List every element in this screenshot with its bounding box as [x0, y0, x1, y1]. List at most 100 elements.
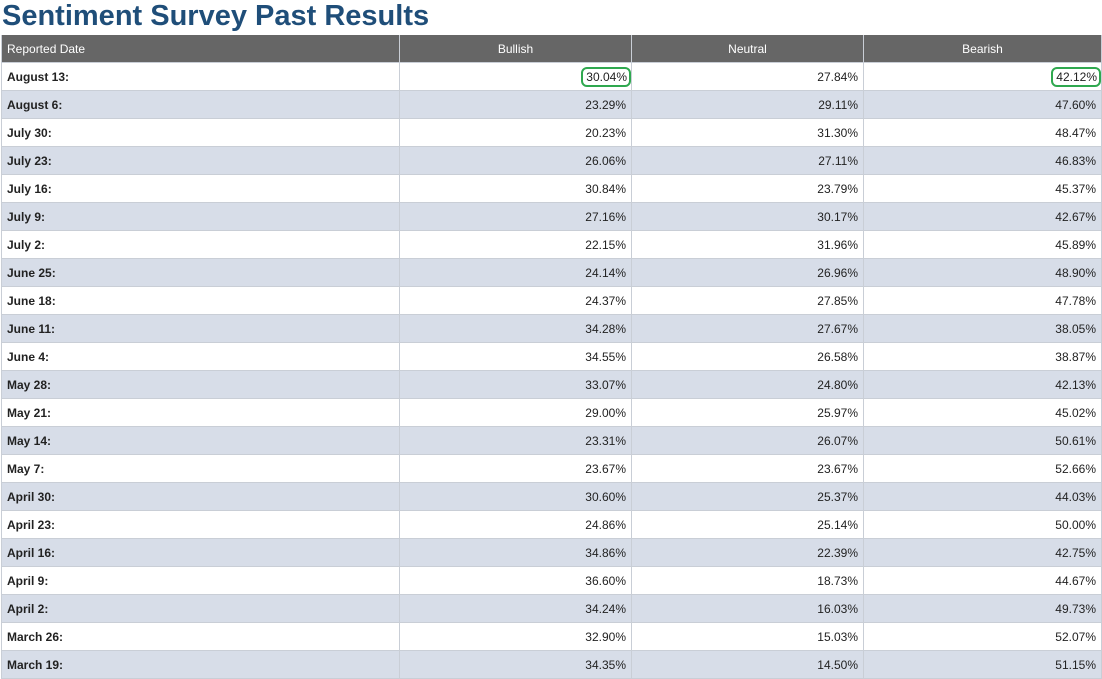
column-header-neutral: Neutral [631, 35, 864, 63]
bullish-cell: 23.31% [399, 426, 632, 455]
bullish-cell: 24.86% [399, 510, 632, 539]
bearish-cell: 45.02% [863, 398, 1102, 427]
bearish-cell: 47.60% [863, 90, 1102, 119]
bullish-cell: 29.00% [399, 398, 632, 427]
column-header-date: Reported Date [1, 35, 400, 63]
bearish-cell: 51.15% [863, 650, 1102, 679]
reported-date-cell: July 9: [1, 202, 400, 231]
bearish-cell: 49.73% [863, 594, 1102, 623]
bearish-cell: 52.07% [863, 622, 1102, 651]
bearish-cell: 42.67% [863, 202, 1102, 231]
table-row: June 4: 34.55% 26.58% 38.87% [1, 342, 1102, 371]
bearish-cell: 42.13% [863, 370, 1102, 399]
bullish-cell: 30.04% [399, 62, 632, 91]
neutral-cell: 26.07% [631, 426, 864, 455]
table-row: July 16: 30.84% 23.79% 45.37% [1, 174, 1102, 203]
bearish-cell: 38.05% [863, 314, 1102, 343]
neutral-cell: 27.11% [631, 146, 864, 175]
bullish-cell: 20.23% [399, 118, 632, 147]
neutral-cell: 23.79% [631, 174, 864, 203]
table-row: July 30: 20.23% 31.30% 48.47% [1, 118, 1102, 147]
reported-date-cell: March 19: [1, 650, 400, 679]
highlighted-value: 30.04% [581, 66, 631, 87]
table-row: March 19: 34.35% 14.50% 51.15% [1, 650, 1102, 679]
bearish-cell: 42.12% [863, 62, 1102, 91]
neutral-cell: 27.84% [631, 62, 864, 91]
neutral-cell: 31.30% [631, 118, 864, 147]
reported-date-cell: June 11: [1, 314, 400, 343]
neutral-cell: 31.96% [631, 230, 864, 259]
neutral-cell: 26.58% [631, 342, 864, 371]
bullish-cell: 30.60% [399, 482, 632, 511]
neutral-cell: 29.11% [631, 90, 864, 119]
neutral-cell: 27.67% [631, 314, 864, 343]
table-row: July 2: 22.15% 31.96% 45.89% [1, 230, 1102, 259]
neutral-cell: 24.80% [631, 370, 864, 399]
table-row: August 6: 23.29% 29.11% 47.60% [1, 90, 1102, 119]
bullish-cell: 24.37% [399, 286, 632, 315]
reported-date-cell: May 21: [1, 398, 400, 427]
bullish-cell: 22.15% [399, 230, 632, 259]
neutral-cell: 27.85% [631, 286, 864, 315]
reported-date-cell: April 2: [1, 594, 400, 623]
table-row: April 23: 24.86% 25.14% 50.00% [1, 510, 1102, 539]
bearish-cell: 38.87% [863, 342, 1102, 371]
bullish-cell: 24.14% [399, 258, 632, 287]
reported-date-cell: April 23: [1, 510, 400, 539]
bearish-cell: 45.37% [863, 174, 1102, 203]
table-row: July 23: 26.06% 27.11% 46.83% [1, 146, 1102, 175]
bearish-cell: 50.61% [863, 426, 1102, 455]
reported-date-cell: August 13: [1, 62, 400, 91]
reported-date-cell: June 25: [1, 258, 400, 287]
neutral-cell: 25.37% [631, 482, 864, 511]
table-row: April 9: 36.60% 18.73% 44.67% [1, 566, 1102, 595]
reported-date-cell: April 9: [1, 566, 400, 595]
reported-date-cell: May 7: [1, 454, 400, 483]
results-table: Reported Date Bullish Neutral Bearish Au… [1, 35, 1102, 679]
bullish-cell: 26.06% [399, 146, 632, 175]
table-row: June 18: 24.37% 27.85% 47.78% [1, 286, 1102, 315]
highlighted-value: 42.12% [1051, 66, 1101, 87]
reported-date-cell: August 6: [1, 90, 400, 119]
bearish-cell: 42.75% [863, 538, 1102, 567]
neutral-cell: 18.73% [631, 566, 864, 595]
table-row: July 9: 27.16% 30.17% 42.67% [1, 202, 1102, 231]
bullish-cell: 23.67% [399, 454, 632, 483]
table-row: March 26: 32.90% 15.03% 52.07% [1, 622, 1102, 651]
neutral-cell: 16.03% [631, 594, 864, 623]
reported-date-cell: April 30: [1, 482, 400, 511]
reported-date-cell: May 14: [1, 426, 400, 455]
reported-date-cell: July 30: [1, 118, 400, 147]
bearish-cell: 48.47% [863, 118, 1102, 147]
bullish-cell: 34.55% [399, 342, 632, 371]
bearish-cell: 44.67% [863, 566, 1102, 595]
reported-date-cell: July 16: [1, 174, 400, 203]
neutral-cell: 15.03% [631, 622, 864, 651]
table-row: April 2: 34.24% 16.03% 49.73% [1, 594, 1102, 623]
bearish-cell: 44.03% [863, 482, 1102, 511]
table-row: April 16: 34.86% 22.39% 42.75% [1, 538, 1102, 567]
neutral-cell: 25.97% [631, 398, 864, 427]
bearish-cell: 45.89% [863, 230, 1102, 259]
table-body: August 13: 30.04% 27.84% 42.12% August 6: 23.… [1, 62, 1102, 679]
reported-date-cell: May 28: [1, 370, 400, 399]
table-row: May 28: 33.07% 24.80% 42.13% [1, 370, 1102, 399]
bearish-cell: 48.90% [863, 258, 1102, 287]
table-row: August 13: 30.04% 27.84% 42.12% [1, 62, 1102, 91]
bearish-cell: 52.66% [863, 454, 1102, 483]
table-row: June 25: 24.14% 26.96% 48.90% [1, 258, 1102, 287]
bullish-cell: 30.84% [399, 174, 632, 203]
reported-date-cell: July 23: [1, 146, 400, 175]
bullish-cell: 34.24% [399, 594, 632, 623]
table-row: April 30: 30.60% 25.37% 44.03% [1, 482, 1102, 511]
bearish-cell: 50.00% [863, 510, 1102, 539]
bearish-cell: 46.83% [863, 146, 1102, 175]
neutral-cell: 23.67% [631, 454, 864, 483]
neutral-cell: 14.50% [631, 650, 864, 679]
column-header-bullish: Bullish [399, 35, 632, 63]
table-row: May 21: 29.00% 25.97% 45.02% [1, 398, 1102, 427]
reported-date-cell: June 18: [1, 286, 400, 315]
reported-date-cell: July 2: [1, 230, 400, 259]
reported-date-cell: April 16: [1, 538, 400, 567]
